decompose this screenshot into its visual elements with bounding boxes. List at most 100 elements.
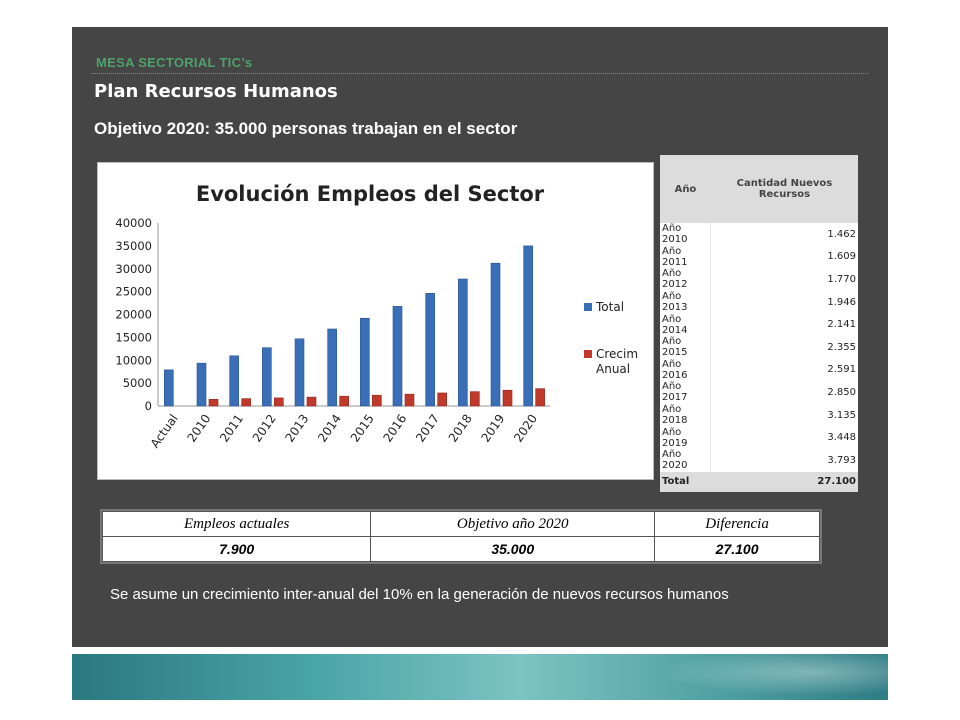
resources-row-year: Año 2012 <box>660 268 712 291</box>
chart-svg: Evolución Empleos del Sector 0 5000 10000 15… <box>115 182 638 451</box>
resources-row-quantity: 3.793 <box>827 454 856 466</box>
bar-growth <box>437 392 447 407</box>
bar-growth <box>208 399 219 407</box>
resources-row-year: Año 2017 <box>660 381 712 404</box>
resources-row-year: Año 2018 <box>660 403 712 427</box>
resources-row-year: Año 2011 <box>660 245 712 269</box>
bar-total <box>164 369 174 407</box>
slide-title: Plan Recursos Humanos <box>94 81 338 102</box>
resources-row-year: Año 2010 <box>660 223 712 246</box>
resources-row: Año 2014 2.141 <box>660 313 858 336</box>
legend-label-growth: Crecim Anual <box>596 347 638 376</box>
bar-total <box>196 362 207 407</box>
summary-header-row: Empleos actuales Objetivo año 2020 Difer… <box>101 511 820 537</box>
new-resources-table: Año Cantidad Nuevos Recursos Año 2010 1.4… <box>660 155 858 492</box>
legend-label-total: Total <box>595 300 624 314</box>
resources-row-year: Año 2013 <box>660 290 712 314</box>
header-quantity: Cantidad Nuevos Recursos <box>710 155 858 223</box>
resources-row-quantity: 3.135 <box>827 409 856 421</box>
header-divider <box>92 73 868 74</box>
bar-growth <box>241 398 251 407</box>
assumption-note: Se asume un crecimiento inter-anual del … <box>110 586 729 603</box>
total-label: Total <box>660 471 711 492</box>
resources-row: Año 2016 2.591 <box>660 358 858 382</box>
legend-swatch-growth <box>584 350 592 358</box>
x-tick-label: 2010 <box>184 412 213 445</box>
y-tick-label: 40000 <box>115 216 152 230</box>
chart-title: Evolución Empleos del Sector <box>196 182 545 206</box>
resources-row: Año 2011 1.609 <box>660 245 858 269</box>
table-header-row: Año Cantidad Nuevos Recursos <box>660 155 858 223</box>
resources-row-quantity: 3.448 <box>827 432 856 444</box>
resources-row: Año 2019 3.448 <box>660 426 858 449</box>
x-tick-label: 2016 <box>380 412 409 445</box>
x-tick-label: 2012 <box>250 412 279 445</box>
summary-value-difference: 27.100 <box>654 536 820 562</box>
resources-row-quantity: 2.591 <box>827 364 856 376</box>
resources-row-quantity: 2.355 <box>827 341 856 353</box>
resources-row: Año 2020 3.793 <box>660 448 858 472</box>
resources-row-year: Año 2019 <box>660 426 712 449</box>
bar-total <box>458 278 468 407</box>
x-tick-label: 2011 <box>217 412 246 445</box>
resources-row-year: Año 2015 <box>660 335 712 359</box>
x-tick-label: 2014 <box>315 412 344 445</box>
resources-row-quantity: 1.609 <box>827 251 856 263</box>
y-tick-label: 15000 <box>115 330 152 344</box>
bar-growth <box>404 393 415 407</box>
resources-row-year: Año 2016 <box>660 358 712 382</box>
resources-row-year: Año 2020 <box>660 448 712 472</box>
bar-total <box>262 347 272 407</box>
resources-row: Año 2017 2.850 <box>660 381 858 404</box>
y-tick-label: 25000 <box>115 285 152 299</box>
resources-row-year: Año 2014 <box>660 313 712 336</box>
resources-row: Año 2013 1.946 <box>660 290 858 314</box>
y-tick-label: 30000 <box>115 262 152 276</box>
y-tick-label: 20000 <box>115 308 152 322</box>
x-tick-label: 2013 <box>282 412 311 445</box>
section-label: MESA SECTORIAL TIC’s <box>96 55 253 70</box>
resources-row-quantity: 2.850 <box>827 386 856 398</box>
resources-row-quantity: 2.141 <box>827 319 856 331</box>
resources-row: Año 2012 1.770 <box>660 268 858 291</box>
bar-total <box>425 293 435 407</box>
bar-total <box>229 355 239 407</box>
objective-text: Objetivo 2020: 35.000 personas trabajan … <box>94 119 518 138</box>
y-tick-label: 10000 <box>115 353 152 367</box>
x-tick-label: 2019 <box>478 412 507 445</box>
x-tick-label: 2020 <box>511 412 540 445</box>
legend-swatch-total <box>584 303 592 311</box>
resources-row-quantity: 1.770 <box>827 273 856 285</box>
bar-growth <box>502 389 513 407</box>
x-tick-label: 2015 <box>348 412 377 445</box>
summary-header-difference: Diferencia <box>654 511 820 537</box>
resources-row: Año 2010 1.462 <box>660 223 858 246</box>
bar-total <box>490 262 501 407</box>
x-tick-label: 2018 <box>446 412 475 445</box>
x-tick-label: 2017 <box>413 412 442 445</box>
resources-row: Año 2018 3.135 <box>660 403 858 427</box>
y-tick-label: 5000 <box>123 376 152 390</box>
summary-header-current: Empleos actuales <box>101 511 372 537</box>
summary-table: Empleos actuales Objetivo año 2020 Difer… <box>100 509 822 564</box>
header-year: Año <box>660 155 711 223</box>
y-tick-label: 35000 <box>115 239 152 253</box>
footer-decoration <box>632 654 888 700</box>
x-tick-label: Actual <box>148 412 181 451</box>
bar-total <box>523 245 533 407</box>
total-row: Total 27.100 <box>660 471 858 492</box>
employment-chart: Evolución Empleos del Sector 0 5000 10000 15… <box>97 162 654 480</box>
summary-values-row: 7.900 35.000 27.100 <box>101 536 820 562</box>
total-value: 27.100 <box>710 471 858 492</box>
footer-banner <box>72 654 888 700</box>
summary-header-target: Objetivo año 2020 <box>370 511 656 537</box>
bar-growth <box>372 394 382 407</box>
bar-total <box>392 306 403 407</box>
resources-row-quantity: 1.462 <box>827 228 856 240</box>
summary-value-target: 35.000 <box>370 536 656 562</box>
slide: MESA SECTORIAL TIC’s Plan Recursos Human… <box>72 27 888 647</box>
bar-growth <box>274 397 284 407</box>
summary-value-current: 7.900 <box>101 536 372 562</box>
bar-growth <box>339 395 349 407</box>
bar-total <box>327 328 337 407</box>
